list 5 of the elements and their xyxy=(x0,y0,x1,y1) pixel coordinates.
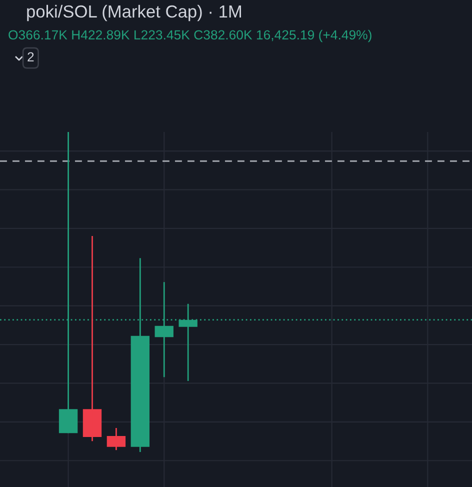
chart-title: poki/SOL (Market Cap) · 1M xyxy=(27,4,241,22)
candlestick xyxy=(106,427,126,451)
candlestick xyxy=(82,235,102,442)
chart-subtitle: O366.17K H422.89K L223.45K C382.60K 16,425.19 (+4.49%) xyxy=(8,30,372,42)
text: 2 xyxy=(28,52,34,62)
